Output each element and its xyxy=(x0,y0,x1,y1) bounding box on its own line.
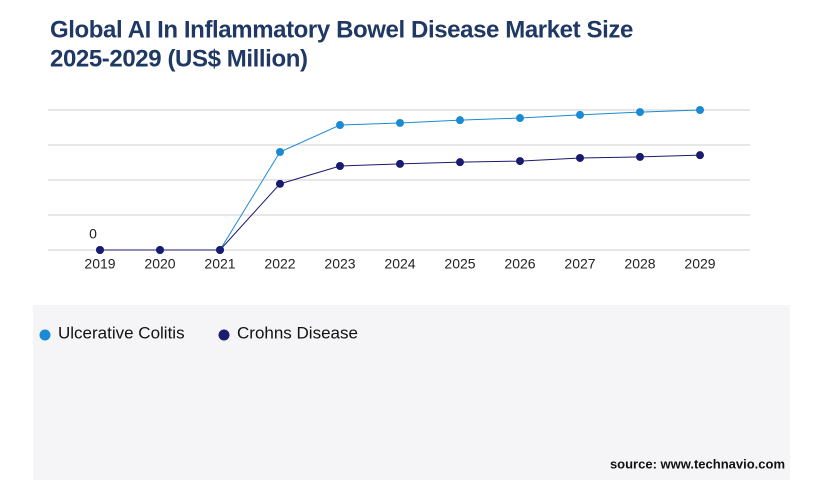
legend-marker xyxy=(218,329,230,341)
data-point xyxy=(96,246,104,254)
value-label: 0 xyxy=(89,226,97,242)
x-tick-label: 2028 xyxy=(624,256,655,272)
x-tick-label: 2022 xyxy=(264,256,295,272)
data-point xyxy=(576,110,584,119)
data-point xyxy=(516,114,524,123)
x-tick-label: 2027 xyxy=(564,256,595,272)
data-point xyxy=(336,162,344,170)
data-point xyxy=(216,246,224,254)
chart-title: 2025-2029 (US$ Million) xyxy=(50,45,308,72)
data-point xyxy=(516,157,524,166)
data-point xyxy=(456,158,464,167)
x-tick-label: 2026 xyxy=(504,256,535,272)
data-point xyxy=(456,116,464,125)
data-point xyxy=(636,108,644,117)
x-tick-label: 2029 xyxy=(684,256,715,272)
data-point xyxy=(576,153,584,162)
x-tick-label: 2021 xyxy=(204,256,235,272)
data-point xyxy=(396,118,404,127)
data-point xyxy=(396,159,404,168)
x-tick-label: 2023 xyxy=(324,256,355,272)
legend-label: Crohns Disease xyxy=(237,323,358,342)
data-point xyxy=(276,148,284,156)
legend-label: Ulcerative Colitis xyxy=(58,323,185,342)
x-tick-label: 2020 xyxy=(144,256,175,272)
x-tick-label: 2024 xyxy=(384,256,415,272)
x-tick-label: 2025 xyxy=(444,256,475,272)
legend-marker xyxy=(39,329,51,341)
legend-panel xyxy=(33,305,790,480)
data-point xyxy=(696,106,704,114)
source: source: www.technavio.com xyxy=(610,456,785,471)
data-point xyxy=(696,151,704,160)
x-tick-label: 2019 xyxy=(84,256,115,272)
data-point xyxy=(636,152,644,161)
data-point xyxy=(276,179,284,188)
series-line xyxy=(100,154,701,251)
chart-title: Global AI In Inflammatory Bowel Disease … xyxy=(50,16,633,43)
data-point xyxy=(156,246,164,254)
data-point xyxy=(336,121,344,130)
